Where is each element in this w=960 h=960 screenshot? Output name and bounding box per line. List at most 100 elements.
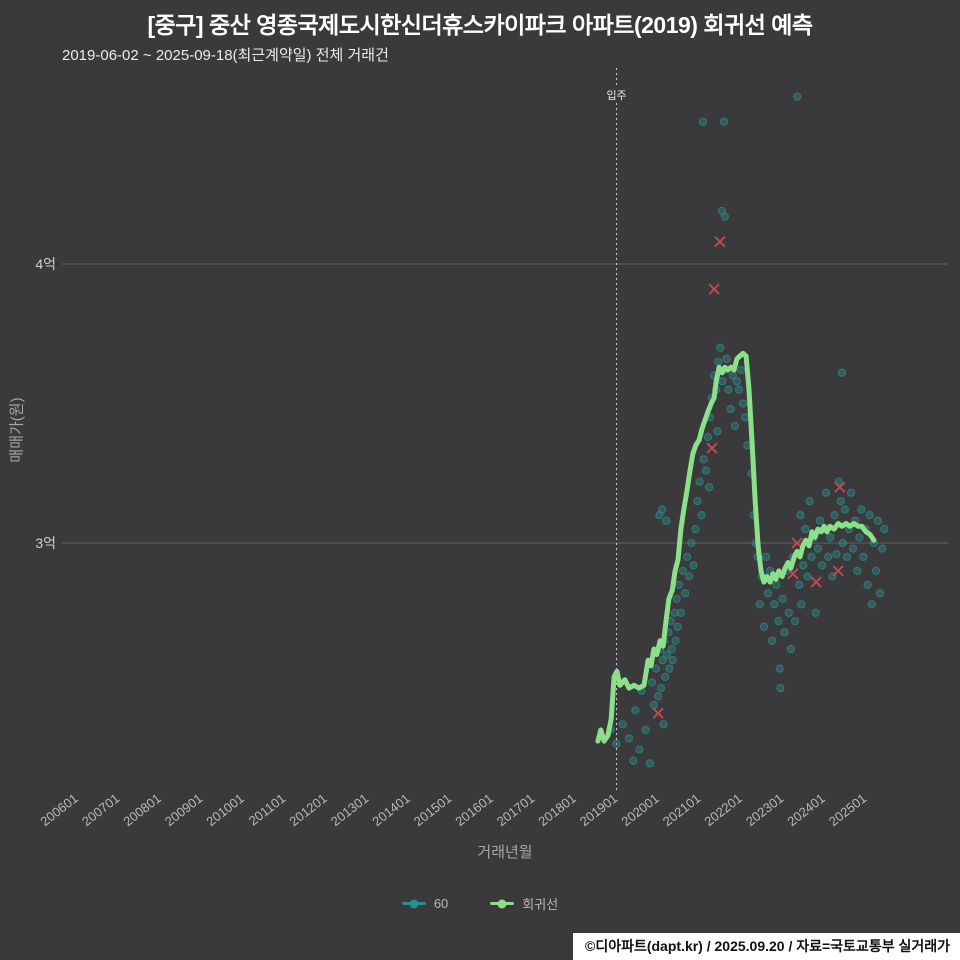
x-tick-label: 201101 <box>246 791 289 829</box>
scatter-point <box>824 552 833 562</box>
scatter-point <box>786 644 796 654</box>
scatter-point <box>759 622 769 631</box>
x-tick-label: 201401 <box>369 791 412 830</box>
legend-marker-60-dot-icon <box>409 899 419 908</box>
x-tick-label: 201901 <box>577 791 620 830</box>
scatter-point <box>842 552 852 562</box>
chart-subtitle: 2019-06-02 ~ 2025-09-18(최근계약일) 전체 거래건 <box>62 47 389 64</box>
x-tick-label: 200601 <box>37 791 80 830</box>
scatter-point <box>635 745 644 754</box>
scatter-point <box>661 672 670 682</box>
x-tick-label: 202301 <box>743 791 786 830</box>
scatter-point <box>817 561 827 570</box>
scatter-point <box>805 497 814 506</box>
scatter-point <box>701 466 710 475</box>
x-tick-label: 202101 <box>660 791 703 830</box>
scatter-point <box>796 510 805 520</box>
x-tick-label: 202001 <box>618 791 661 830</box>
legend-marker-regression <box>490 899 515 908</box>
legend-item-regression[interactable]: 회귀선 <box>490 894 558 913</box>
scatter-point <box>797 600 806 609</box>
scatter-point <box>695 477 704 486</box>
scatter-point <box>713 427 722 436</box>
scatter-point <box>678 566 688 576</box>
x-tick-label: 201601 <box>452 791 495 830</box>
scatter-point <box>873 516 883 525</box>
scatter-point <box>676 608 686 617</box>
scatter-point <box>880 525 889 534</box>
scatter-point <box>768 636 777 645</box>
scatter-point <box>671 636 680 645</box>
scatter-point <box>618 720 627 729</box>
scatter-point <box>693 497 702 506</box>
scatter-point <box>670 608 679 617</box>
scatter-point <box>876 589 885 598</box>
outlier-x-marker <box>834 481 846 493</box>
scatter-point <box>774 617 783 626</box>
scatter-point <box>795 580 804 589</box>
outlier-x-marker <box>832 565 844 577</box>
scatter-point <box>855 533 864 542</box>
scatter-point <box>698 117 708 126</box>
scatter-point <box>734 385 744 394</box>
legend-label-regression: 회귀선 <box>522 897 559 912</box>
scatter-point <box>726 405 735 414</box>
scatter-point <box>840 505 849 514</box>
x-tick-label: 201001 <box>203 791 246 830</box>
scatter-point <box>667 644 676 654</box>
scatter-point <box>624 734 634 743</box>
scatter-point <box>836 497 845 506</box>
scatter-point <box>641 725 650 735</box>
legend-item-60[interactable]: 60 <box>401 894 448 913</box>
scatter-point <box>699 455 708 464</box>
scatter-point <box>780 628 789 637</box>
scatter-point <box>871 566 881 576</box>
scatter-point <box>826 533 835 542</box>
move-in-label: 입주 <box>606 89 626 102</box>
outlier-x-marker <box>652 707 664 719</box>
scatter-point <box>629 756 638 765</box>
scatter-point <box>772 580 781 589</box>
scatter-point <box>847 488 856 497</box>
scatter-point <box>683 552 692 562</box>
outlier-x-marker <box>714 236 726 248</box>
scatter-point <box>691 525 700 534</box>
copyright-footer: ©디아파트(dapt.kr) / 2025.09.20 / 자료=국토교통부 실… <box>573 933 960 960</box>
scatter-point <box>801 525 810 534</box>
scatter-point <box>724 385 733 394</box>
scatter-point <box>681 589 690 598</box>
scatter-point <box>739 399 748 408</box>
scatter-point <box>689 561 698 570</box>
scatter-point <box>656 684 666 693</box>
scatter-point <box>722 354 731 363</box>
scatter-point <box>705 483 714 492</box>
scatter-point <box>658 656 667 665</box>
scatter-point <box>651 664 661 673</box>
scatter-point <box>784 608 793 617</box>
scatter-point <box>658 505 667 514</box>
scatter-point <box>837 368 847 377</box>
scatter-point <box>612 739 621 749</box>
scatter-point <box>778 594 787 603</box>
x-tick-label: 201801 <box>535 791 578 830</box>
scatter-point <box>703 432 713 442</box>
scatter-point <box>654 692 663 701</box>
legend-marker-60 <box>401 899 426 908</box>
x-axis-title: 거래년월 <box>477 844 533 861</box>
scatter-point <box>857 505 866 514</box>
scatter-point <box>672 594 681 603</box>
scatter-point <box>878 544 887 553</box>
scatter-point <box>755 600 764 609</box>
scatter-point <box>714 357 723 366</box>
y-tick-label: 4억 <box>35 256 56 272</box>
scatter-point <box>668 656 677 665</box>
y-tick-label: 3억 <box>35 535 56 551</box>
scatter-point <box>838 538 847 548</box>
scatter-point <box>863 580 872 589</box>
scatter-point <box>697 510 706 520</box>
x-tick-label: 200901 <box>162 791 205 830</box>
scatter-point <box>741 413 750 422</box>
scatter-point <box>665 664 674 673</box>
scatter-point <box>770 600 779 609</box>
scatter-point <box>793 92 802 101</box>
